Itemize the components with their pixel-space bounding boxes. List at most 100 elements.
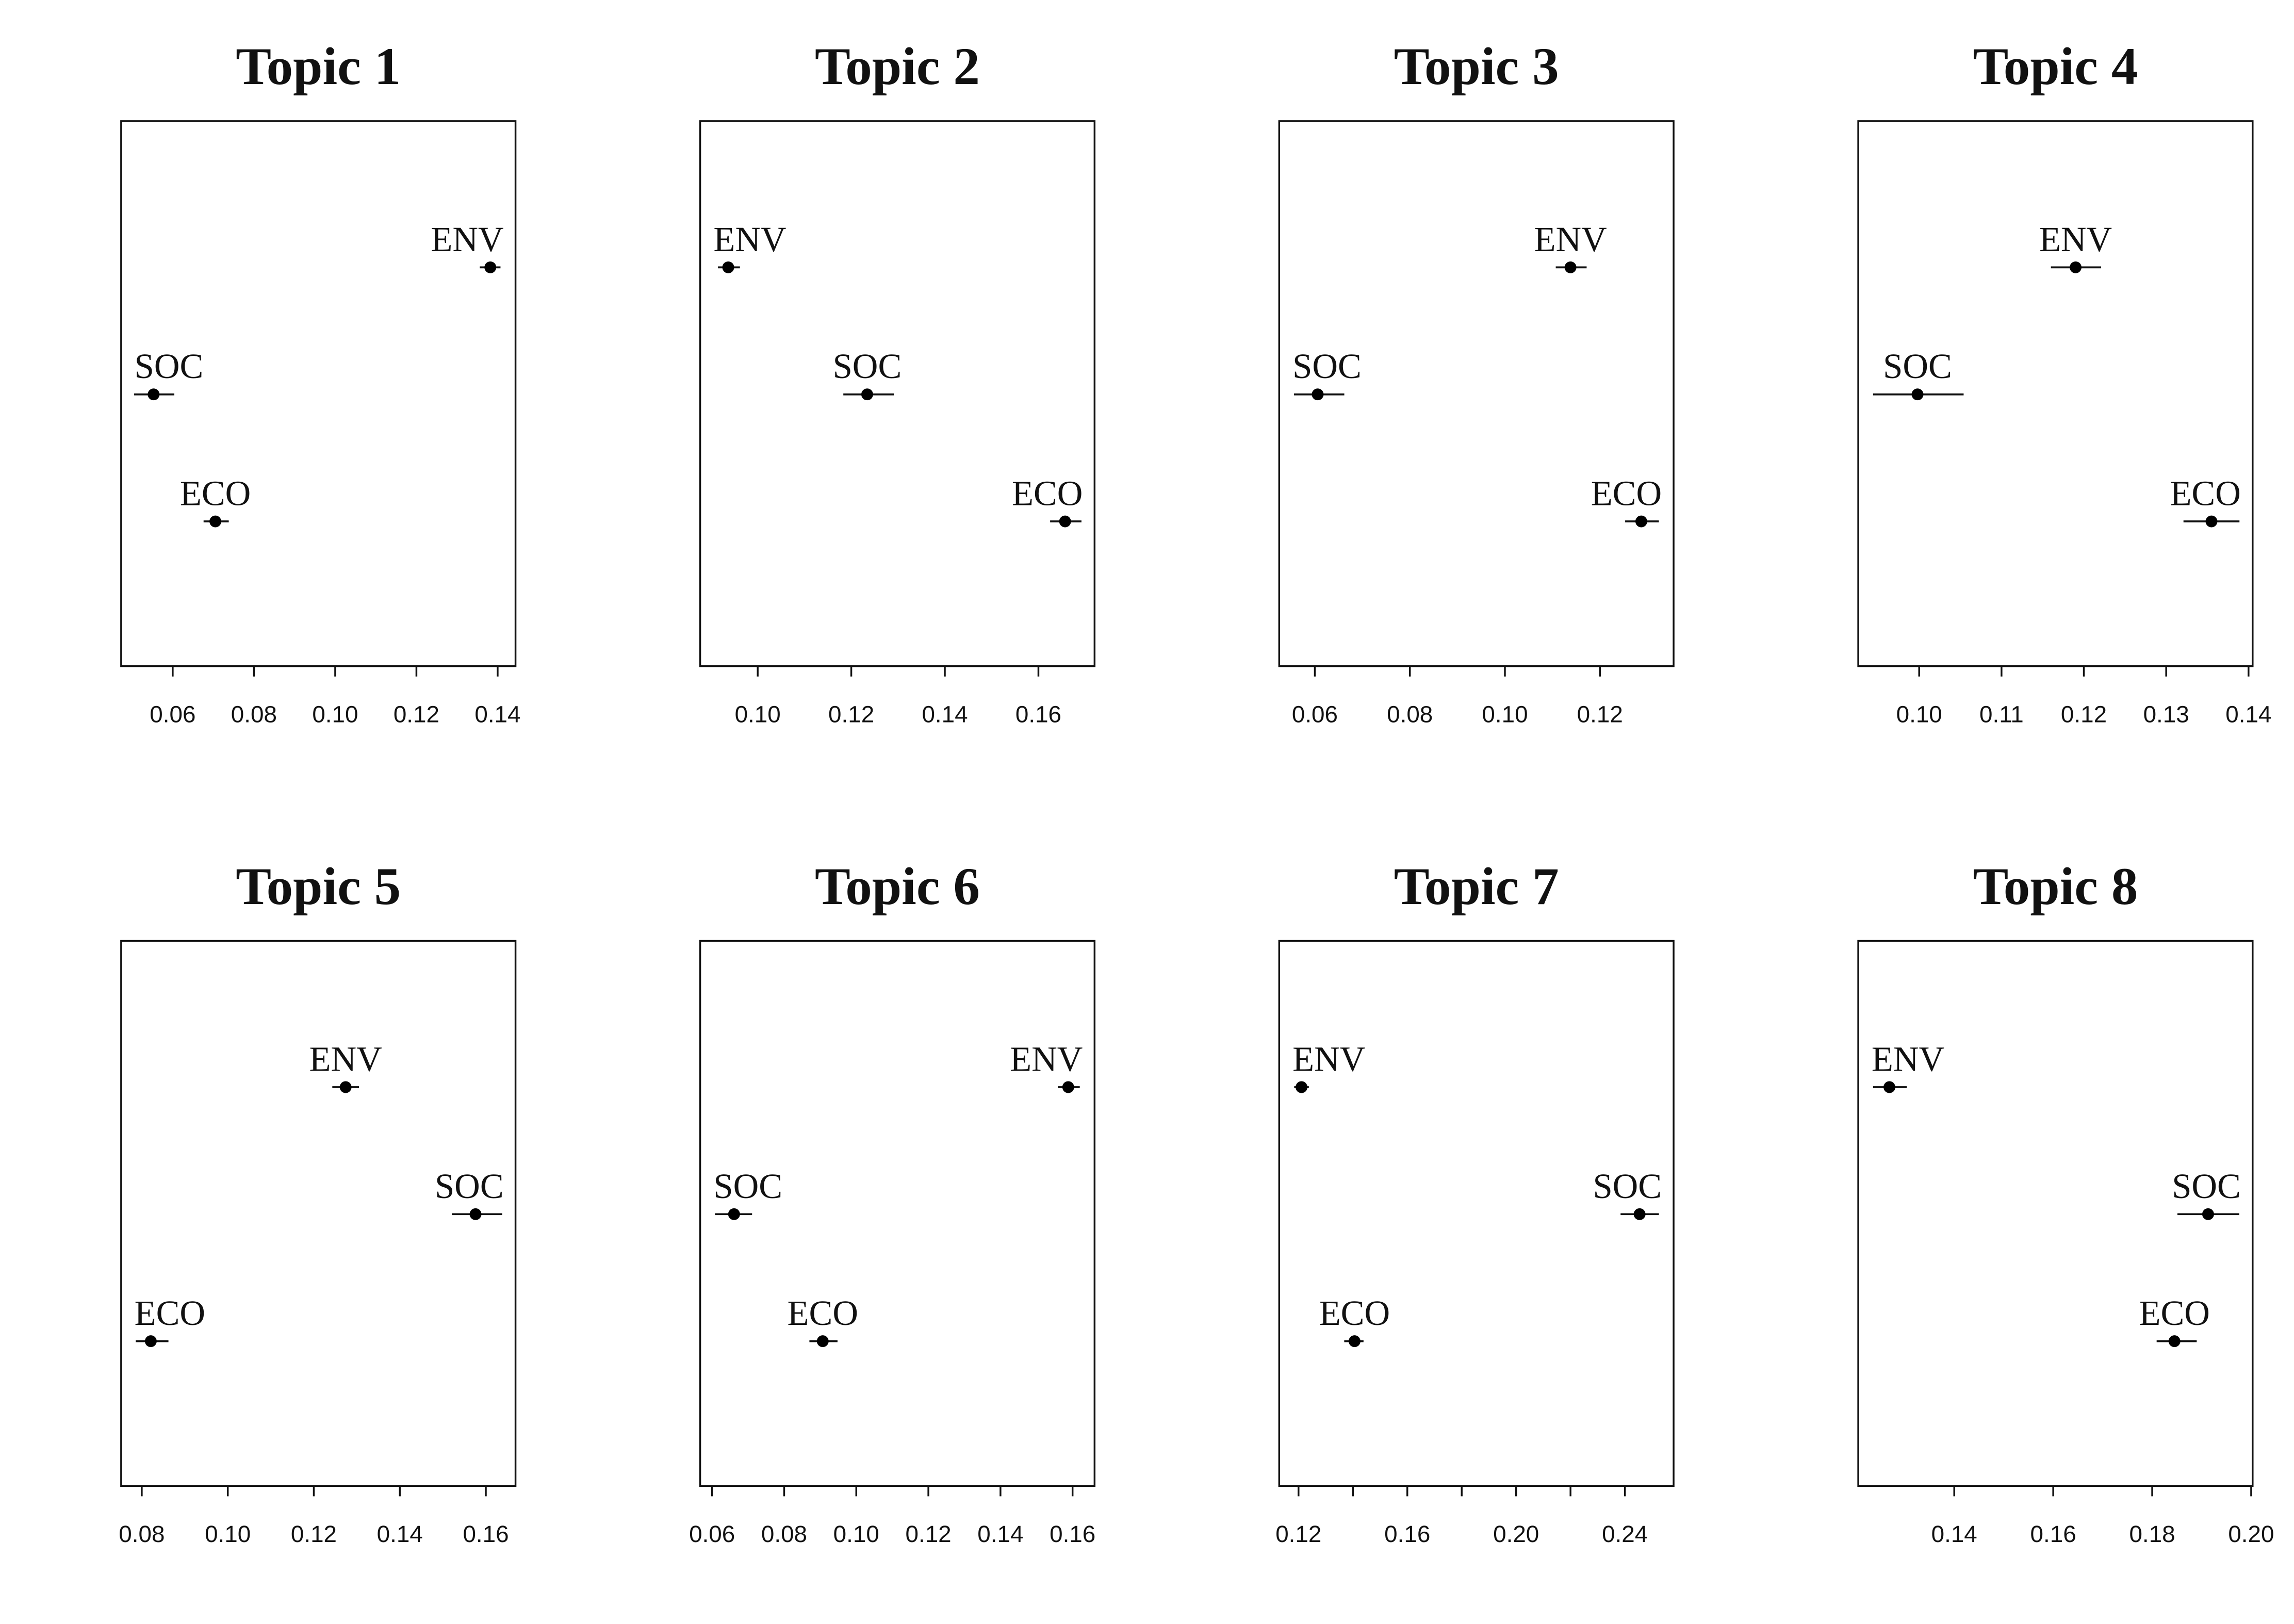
x-tick-label: 0.11 <box>1979 701 2024 728</box>
point-estimate <box>1348 1335 1361 1348</box>
x-tick-label: 0.16 <box>1015 701 1061 728</box>
point-label: ECO <box>135 1293 205 1333</box>
point-label: SOC <box>135 347 204 386</box>
x-tick-label: 0.06 <box>150 701 195 728</box>
point-estimate <box>148 388 160 401</box>
panel-topic-8: Topic 8 0.14 0.16 0.18 0.20 ENV SOC ECO <box>1857 857 2274 1547</box>
x-tick-label: 0.16 <box>463 1521 509 1547</box>
point-label: ENV <box>713 220 786 259</box>
point-estimate <box>2205 515 2218 528</box>
x-tick-label: 0.12 <box>291 1521 337 1547</box>
x-tick-label: 0.14 <box>977 1521 1023 1547</box>
x-tick-label: 0.20 <box>1493 1521 1539 1547</box>
point-estimate <box>861 388 873 401</box>
point-label: ECO <box>2170 474 2240 513</box>
point-estimate <box>484 261 497 273</box>
point-label: ECO <box>180 474 251 513</box>
x-tick-label: 0.18 <box>2129 1521 2175 1547</box>
x-tick-label: 0.16 <box>1050 1521 1095 1547</box>
plot-frame <box>699 940 1096 1487</box>
plot-frame <box>1278 940 1675 1487</box>
point-estimate <box>2070 261 2082 273</box>
x-tick-label: 0.14 <box>474 701 520 728</box>
x-tick-label: 0.06 <box>1292 701 1338 728</box>
point-estimate <box>1312 388 1324 401</box>
x-tick-label: 0.12 <box>828 701 874 728</box>
point-label: ENV <box>1872 1039 1944 1078</box>
point-estimate <box>469 1208 482 1220</box>
x-tick-label: 0.12 <box>394 701 439 728</box>
x-tick-label: 0.10 <box>735 701 781 728</box>
point-estimate <box>1635 515 1647 528</box>
x-tick-label: 0.06 <box>689 1521 735 1547</box>
point-estimate <box>1296 1081 1308 1093</box>
point-estimate <box>1062 1081 1074 1093</box>
x-tick-label: 0.20 <box>2228 1521 2274 1547</box>
point-estimate <box>1911 388 1924 401</box>
panel-title: Topic 7 <box>1394 857 1559 916</box>
point-label: SOC <box>1593 1167 1662 1206</box>
panel-topic-6: Topic 6 0.06 0.08 0.10 0.12 0.14 0.16 ENV SOC ECO <box>689 857 1095 1547</box>
x-tick-label: 0.10 <box>205 1521 251 1547</box>
point-label: SOC <box>2172 1167 2241 1206</box>
point-label: ECO <box>788 1293 858 1333</box>
panel-topic-7: Topic 7 0.12 0.16 0.20 0.24 ENV SOC ECO <box>1275 857 1675 1547</box>
point-estimate <box>816 1335 829 1348</box>
point-label: ENV <box>1292 1039 1365 1078</box>
x-tick-label: 0.12 <box>2061 701 2107 728</box>
point-label: ENV <box>2039 220 2112 259</box>
panel-title: Topic 8 <box>1973 857 2138 916</box>
x-tick-label: 0.13 <box>2143 701 2189 728</box>
x-tick-label: 0.12 <box>1577 701 1623 728</box>
x-tick-label: 0.10 <box>1482 701 1528 728</box>
point-label: ECO <box>2139 1293 2209 1333</box>
point-estimate <box>144 1335 157 1348</box>
x-tick-label: 0.08 <box>761 1521 807 1547</box>
point-label: ECO <box>1012 474 1083 513</box>
panel-topic-4: Topic 4 0.10 0.11 0.12 0.13 0.14 ENV SOC ECO <box>1857 37 2271 728</box>
x-tick-label: 0.08 <box>231 701 277 728</box>
x-tick-label: 0.10 <box>833 1521 879 1547</box>
point-estimate <box>728 1208 740 1220</box>
x-tick-label: 0.14 <box>922 701 968 728</box>
point-estimate <box>339 1081 352 1093</box>
point-label: ENV <box>1010 1039 1083 1078</box>
panel-topic-2: Topic 2 0.10 0.12 0.14 0.16 ENV SOC ECO <box>699 37 1096 728</box>
point-estimate <box>1564 261 1577 273</box>
x-tick-label: 0.16 <box>2030 1521 2076 1547</box>
point-label: SOC <box>1883 347 1952 386</box>
x-tick-label: 0.12 <box>1275 1521 1321 1547</box>
point-label: ECO <box>1319 1293 1390 1333</box>
panel-topic-3: Topic 3 0.06 0.08 0.10 0.12 ENV SOC ECO <box>1278 37 1675 728</box>
x-tick-label: 0.12 <box>905 1521 951 1547</box>
panel-title: Topic 2 <box>815 37 980 96</box>
x-tick-label: 0.08 <box>1387 701 1433 728</box>
plot-frame <box>699 120 1096 667</box>
point-label: SOC <box>713 1167 782 1206</box>
point-label: ENV <box>431 220 503 259</box>
x-tick-label: 0.24 <box>1602 1521 1648 1547</box>
point-label: ECO <box>1591 474 1662 513</box>
point-estimate <box>1633 1208 1646 1220</box>
panel-topic-5: Topic 5 0.08 0.10 0.12 0.14 0.16 ENV SOC ECO <box>119 857 517 1547</box>
plot-frame <box>120 120 517 667</box>
point-label: SOC <box>833 347 902 386</box>
panel-title: Topic 4 <box>1973 37 2138 96</box>
point-estimate <box>1883 1081 1895 1093</box>
x-tick-label: 0.10 <box>312 701 358 728</box>
panel-topic-1: Topic 1 0.06 0.08 0.10 0.12 0.14 ENV SOC ECO <box>120 37 521 728</box>
point-label: SOC <box>1292 347 1362 386</box>
point-estimate <box>2168 1335 2181 1348</box>
panel-title: Topic 1 <box>236 37 401 96</box>
x-tick-label: 0.10 <box>1896 701 1942 728</box>
x-tick-label: 0.14 <box>377 1521 423 1547</box>
point-label: SOC <box>435 1167 504 1206</box>
point-estimate <box>2202 1208 2214 1220</box>
point-estimate <box>722 261 734 273</box>
point-label: ENV <box>1534 220 1607 259</box>
x-tick-label: 0.14 <box>2225 701 2271 728</box>
panel-title: Topic 5 <box>236 857 401 916</box>
point-label: ENV <box>309 1039 382 1078</box>
